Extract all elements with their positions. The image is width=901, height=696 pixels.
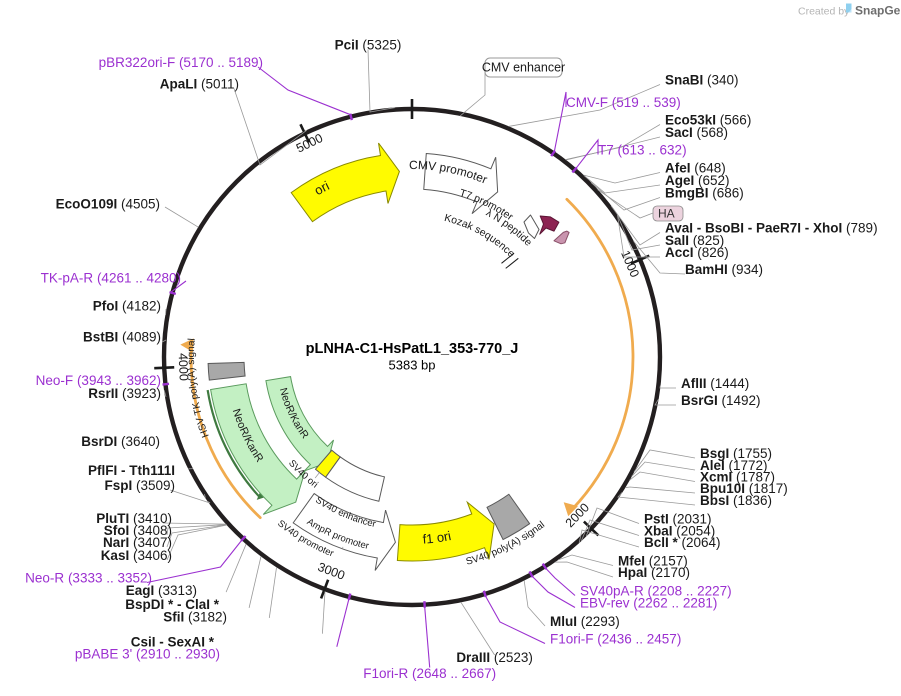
svg-text:RsrII (3923): RsrII (3923) bbox=[88, 386, 161, 401]
svg-text:pBR322ori-F (5170 .. 5189): pBR322ori-F (5170 .. 5189) bbox=[99, 55, 263, 70]
svg-text:BsrGI (1492): BsrGI (1492) bbox=[681, 393, 761, 408]
svg-text:AflII (1444): AflII (1444) bbox=[681, 376, 749, 391]
svg-text:SnapGene: SnapGene bbox=[855, 4, 901, 18]
svg-text:BbsI (1836): BbsI (1836) bbox=[700, 493, 772, 508]
svg-text:Neo-R (3333 .. 3352): Neo-R (3333 .. 3352) bbox=[25, 571, 152, 586]
svg-text:Created by: Created by bbox=[798, 6, 850, 18]
svg-text:PfoI (4182): PfoI (4182) bbox=[93, 299, 161, 314]
svg-text:BamHI (934): BamHI (934) bbox=[685, 262, 763, 277]
svg-text:EcoO109I (4505): EcoO109I (4505) bbox=[56, 197, 160, 212]
svg-text:DraIII (2523): DraIII (2523) bbox=[456, 650, 533, 665]
svg-text:KasI (3406): KasI (3406) bbox=[101, 548, 172, 563]
svg-text:BspDI * - ClaI *: BspDI * - ClaI * bbox=[125, 597, 220, 612]
svg-text:PciI (5325): PciI (5325) bbox=[335, 38, 402, 53]
svg-text:EBV-rev (2262 .. 2281): EBV-rev (2262 .. 2281) bbox=[580, 596, 717, 611]
svg-text:CsiI - SexAI *: CsiI - SexAI * bbox=[131, 635, 215, 650]
svg-text:BmgBI (686): BmgBI (686) bbox=[665, 186, 744, 201]
svg-text:BclI * (2064): BclI * (2064) bbox=[644, 535, 721, 550]
svg-text:F1ori-R (2648 .. 2667): F1ori-R (2648 .. 2667) bbox=[363, 666, 496, 681]
svg-text:HSV TK poly(A) signal: HSV TK poly(A) signal bbox=[186, 338, 212, 439]
svg-text:3000: 3000 bbox=[316, 560, 347, 583]
svg-text:SnaBI (340): SnaBI (340) bbox=[665, 73, 739, 88]
svg-text:FspI (3509): FspI (3509) bbox=[104, 478, 175, 493]
svg-text:5383 bp: 5383 bp bbox=[389, 358, 436, 373]
svg-text:AccI (826): AccI (826) bbox=[665, 245, 729, 260]
svg-text:SacI (568): SacI (568) bbox=[665, 125, 728, 140]
svg-text:PluTI (3410): PluTI (3410) bbox=[96, 511, 172, 526]
svg-text:BsrDI (3640): BsrDI (3640) bbox=[81, 434, 160, 449]
svg-text:BstBI (4089): BstBI (4089) bbox=[83, 330, 161, 345]
svg-text:F1ori-F (2436 .. 2457): F1ori-F (2436 .. 2457) bbox=[550, 632, 681, 647]
svg-text:CMV-F (519 .. 539): CMV-F (519 .. 539) bbox=[566, 95, 681, 110]
svg-text:T7 (613 .. 632): T7 (613 .. 632) bbox=[598, 143, 687, 158]
svg-text:MluI (2293): MluI (2293) bbox=[550, 614, 620, 629]
svg-text:CMV enhancer: CMV enhancer bbox=[482, 61, 565, 75]
svg-text:TK-pA-R (4261 .. 4280): TK-pA-R (4261 .. 4280) bbox=[41, 271, 181, 286]
svg-text:PflFI - Tth111I: PflFI - Tth111I bbox=[88, 463, 175, 478]
svg-text:HpaI (2170): HpaI (2170) bbox=[618, 565, 690, 580]
svg-text:pLNHA-C1-HsPatL1_353-770_J: pLNHA-C1-HsPatL1_353-770_J bbox=[306, 341, 519, 357]
svg-text:ApaLI (5011): ApaLI (5011) bbox=[160, 77, 239, 92]
svg-text:HA: HA bbox=[658, 207, 675, 221]
